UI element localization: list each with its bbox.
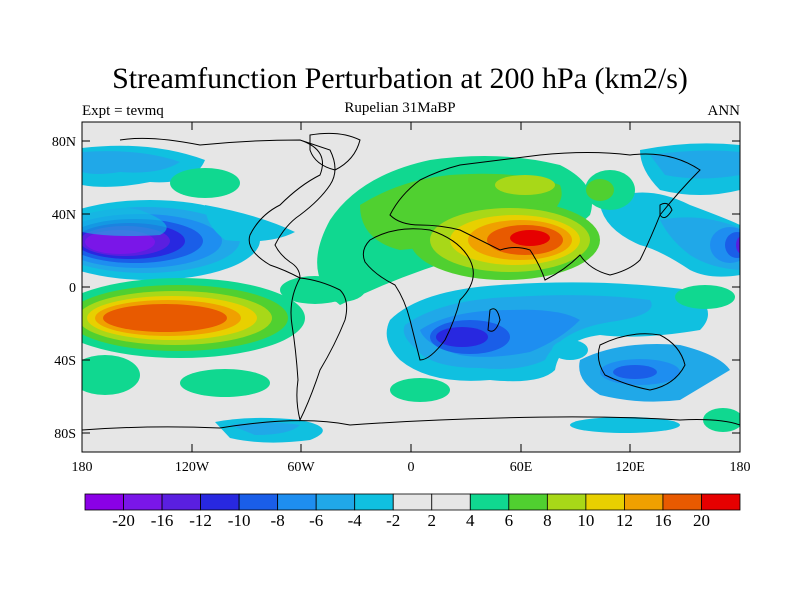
colorbar-box bbox=[315, 493, 356, 511]
colorbar-label: 10 bbox=[577, 511, 594, 530]
lon-label-0: 0 bbox=[408, 460, 415, 475]
colorbar-label: 8 bbox=[543, 511, 552, 530]
axis-ticks bbox=[81, 122, 741, 452]
lon-label-60w: 60W bbox=[287, 460, 315, 475]
chart-subtitle: Rupelian 31MaBP bbox=[344, 100, 456, 116]
colorbar-label: 12 bbox=[616, 511, 633, 530]
colorbar-label: 20 bbox=[693, 511, 710, 530]
colorbar-box bbox=[200, 493, 240, 511]
latitude-labels: 80N 40N 0 40S 80S bbox=[52, 135, 76, 442]
colorbar-label: 4 bbox=[466, 511, 475, 530]
colorbar-box bbox=[392, 493, 433, 511]
colorbar-label: -20 bbox=[112, 511, 135, 530]
australia-region bbox=[552, 340, 730, 402]
colorbar-box bbox=[277, 493, 317, 511]
colorbar-box bbox=[624, 493, 664, 511]
colorbar-label: 2 bbox=[428, 511, 437, 530]
coastline-africa bbox=[362, 228, 474, 361]
colorbar-box bbox=[469, 493, 510, 511]
colorbar-label: 6 bbox=[505, 511, 514, 530]
colorbar-box bbox=[701, 493, 741, 511]
coastlines bbox=[82, 132, 740, 431]
lat-label-80s: 80S bbox=[54, 427, 76, 442]
coastline-australia bbox=[597, 333, 686, 391]
colorbar-box bbox=[161, 493, 201, 511]
colorbar-box bbox=[354, 493, 394, 511]
colorbar-label: -4 bbox=[348, 511, 363, 530]
coastline-north-america bbox=[119, 137, 336, 279]
colorbar-label: -2 bbox=[386, 511, 400, 530]
west-pacific-low bbox=[600, 143, 740, 277]
coastline-madagascar bbox=[487, 308, 501, 332]
lon-label-120e: 120E bbox=[615, 460, 645, 475]
colorbar-label: -16 bbox=[151, 511, 174, 530]
lon-label-180w: 180 bbox=[72, 460, 93, 475]
chart-title: Streamfunction Perturbation at 200 hPa (… bbox=[112, 62, 688, 95]
coastline-antarctica bbox=[82, 416, 740, 431]
africa-low bbox=[386, 282, 708, 382]
colorbar-label: -10 bbox=[228, 511, 251, 530]
lon-label-60e: 60E bbox=[510, 460, 533, 475]
experiment-label: Expt = tevmq bbox=[82, 103, 164, 119]
lat-label-80n: 80N bbox=[52, 135, 76, 150]
coastline-eurasia bbox=[389, 152, 701, 281]
colorbar-label: -8 bbox=[271, 511, 285, 530]
coastline-japan bbox=[659, 202, 673, 219]
colorbar-box bbox=[123, 493, 163, 511]
colorbar-label: -12 bbox=[189, 511, 212, 530]
colorbar-box bbox=[508, 493, 548, 511]
season-label: ANN bbox=[707, 103, 741, 119]
lat-label-0: 0 bbox=[69, 281, 76, 296]
colorbar-box bbox=[431, 493, 471, 511]
colorbar-box bbox=[238, 493, 279, 511]
colorbar-label: 16 bbox=[654, 511, 671, 530]
colorbar-box bbox=[662, 493, 702, 511]
colorbar-label: -6 bbox=[309, 511, 323, 530]
lat-label-40s: 40S bbox=[54, 354, 76, 369]
contour-fills bbox=[82, 143, 740, 443]
coastline-greenland bbox=[309, 132, 361, 171]
coastline-south-america bbox=[290, 277, 348, 422]
colorbar-box bbox=[84, 493, 124, 511]
longitude-labels: 180 120W 60W 0 60E 120E 180 bbox=[72, 460, 751, 475]
lon-label-180e: 180 bbox=[730, 460, 751, 475]
asia-high bbox=[410, 200, 600, 280]
south-pacific-high bbox=[82, 278, 305, 358]
colorbar-box bbox=[546, 493, 587, 511]
lat-label-40n: 40N bbox=[52, 208, 76, 223]
lon-label-120w: 120W bbox=[175, 460, 210, 475]
colorbar: -20 -16 -12 -10 -8 -6 -4 -2 2 4 6 8 10 12 16 20 bbox=[84, 493, 741, 530]
colorbar-box bbox=[585, 493, 625, 511]
